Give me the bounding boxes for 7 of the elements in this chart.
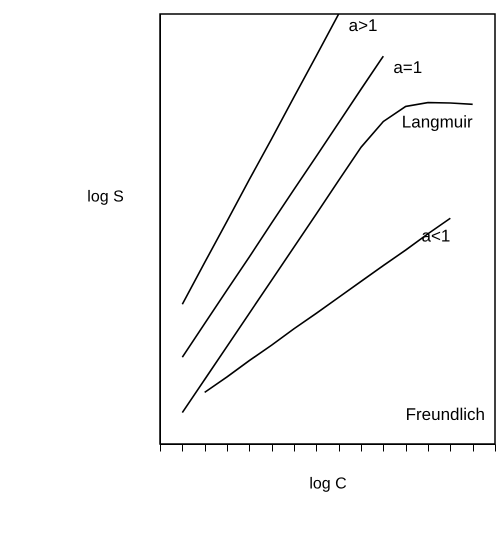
x-axis-title: log C	[309, 476, 347, 492]
series-label: a<1	[421, 226, 450, 246]
series-label: Langmuir	[402, 112, 474, 132]
series-label: a>1	[348, 16, 378, 35]
annotation: Freundlich	[406, 405, 485, 424]
series-label: a=1	[393, 58, 422, 78]
y-axis-title: log S	[87, 188, 124, 206]
